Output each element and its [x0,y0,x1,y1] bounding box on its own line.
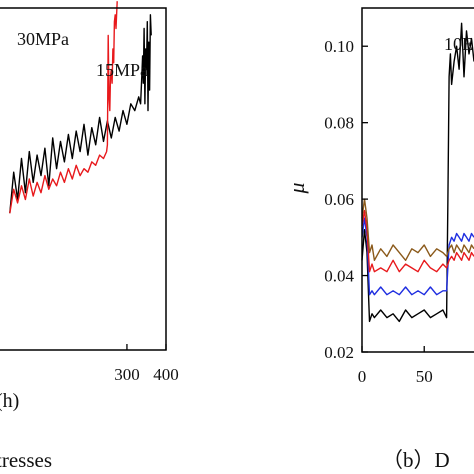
panel-a-ticks: 300 400 [114,344,179,384]
panel-b-y-tick-label-0-1: 0.10 [324,37,354,56]
panel-b-x-tick-label-0: 0 [358,367,367,386]
panel-a-x-tick-label-400: 400 [153,365,179,384]
panel-a-x-tick-label-300: 300 [114,365,140,384]
panel-b-ticks: 0 50 0.02 0.04 0.06 0.08 0.10 [324,37,432,386]
panel-b-series-line-1 [361,22,474,323]
panel-b-caption: （b）D [382,448,450,472]
panel-a-annotation-30mpa: 30MPa [17,29,69,49]
panel-b-y-tick-label-0-02: 0.02 [324,343,354,362]
panel-b-series-line-3 [361,209,474,273]
panel-b-annotation-10e: 10E [444,34,473,54]
panel-b-series-line-2 [361,217,474,296]
panel-b-y-axis-label: μ [284,182,309,194]
panel-a-series-line-30mpa [9,1,118,214]
panel-a-plot-area [9,1,152,214]
panel-a-annotation-15mpa: 15MPa [96,60,148,80]
panel-a-series-line-15mpa [9,14,152,214]
panel-b-series-line-4 [361,198,474,261]
panel-a-caption: tresses [0,448,52,472]
panel-b-y-tick-label-0-06: 0.06 [324,190,354,209]
panel-b-x-tick-label-50: 50 [416,367,433,386]
panel-b-y-tick-label-0-04: 0.04 [324,267,354,286]
panel-b-plot-area [361,22,474,323]
panel-b: 0 50 0.02 0.04 0.06 0.08 0.10 μ 10E （b）D [284,7,474,472]
panel-a-axes-frame [0,7,167,351]
panel-a-x-axis-label: (h) [0,390,19,412]
panel-b-y-tick-label-0-08: 0.08 [324,114,354,133]
panel-a: 300 400 30MPa 15MPa (h) tresses [0,1,179,472]
panel-b-axes-frame [361,7,474,353]
